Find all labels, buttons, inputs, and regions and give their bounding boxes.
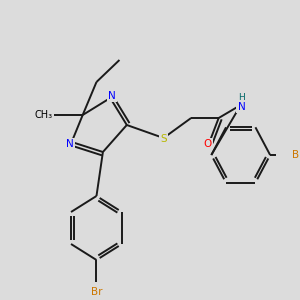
Text: N: N [238, 102, 245, 112]
Text: S: S [160, 134, 167, 144]
Text: Br: Br [91, 287, 102, 297]
Text: O: O [203, 139, 212, 149]
Text: Br: Br [292, 150, 300, 160]
Text: N: N [66, 139, 74, 149]
Text: N: N [108, 91, 116, 101]
Text: CH₃: CH₃ [34, 110, 52, 120]
Text: H: H [238, 92, 245, 101]
